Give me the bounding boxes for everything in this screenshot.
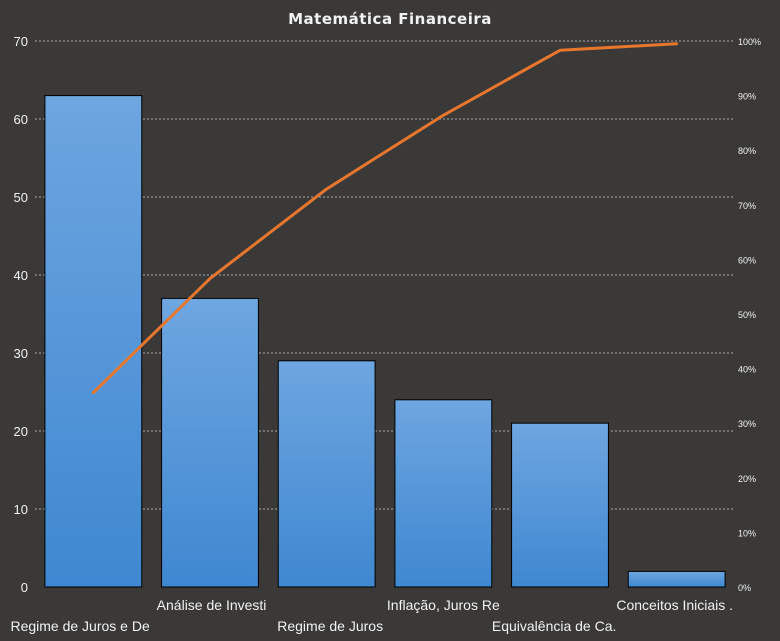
y2-tick-label: 50% [738,310,756,320]
right-axis-ticks: 0% 10% 20% 30% 40% 50% 60% 70% 80% 90% 100% [738,37,761,593]
bar [44,95,143,588]
bar [627,570,726,588]
bar [161,297,259,588]
x-tick-label: Regime de Juros e De [10,618,150,634]
y2-tick-label: 100% [738,37,761,47]
chart-title: Matemática Financeira [288,10,492,28]
y-tick-label: 60 [14,112,28,127]
left-axis-ticks: 0 10 20 30 40 50 60 70 [14,34,28,595]
bar-series [44,95,726,588]
y2-tick-label: 0% [738,583,751,593]
x-tick-label: Conceitos Iniciais . [616,597,733,613]
cumulative-line-series [91,42,679,395]
x-tick-label: Inflação, Juros Re [387,597,500,613]
gridlines [35,40,735,510]
y-tick-label: 70 [14,34,28,49]
category-labels: Regime de Juros e De Análise de Investi Re… [10,597,733,634]
y-tick-label: 20 [14,424,28,439]
y2-tick-label: 70% [738,201,756,211]
y-tick-label: 30 [14,346,28,361]
x-tick-label: Equivalência de Ca. [492,618,617,634]
y-tick-label: 50 [14,190,28,205]
bar [394,399,493,588]
y-tick-label: 40 [14,268,28,283]
y2-tick-label: 10% [738,528,756,538]
bar [277,360,376,588]
y2-tick-label: 40% [738,365,756,375]
y2-tick-label: 20% [738,474,756,484]
y-tick-label: 0 [21,580,28,595]
y2-tick-label: 60% [738,255,756,265]
x-tick-label: Regime de Juros [277,618,383,634]
cumulative-line [91,42,679,395]
y-tick-label: 10 [14,502,28,517]
y2-tick-label: 80% [738,146,756,156]
bar [511,422,609,588]
x-tick-label: Análise de Investi [157,597,267,613]
y2-tick-label: 30% [738,419,756,429]
y2-tick-label: 90% [738,92,756,102]
